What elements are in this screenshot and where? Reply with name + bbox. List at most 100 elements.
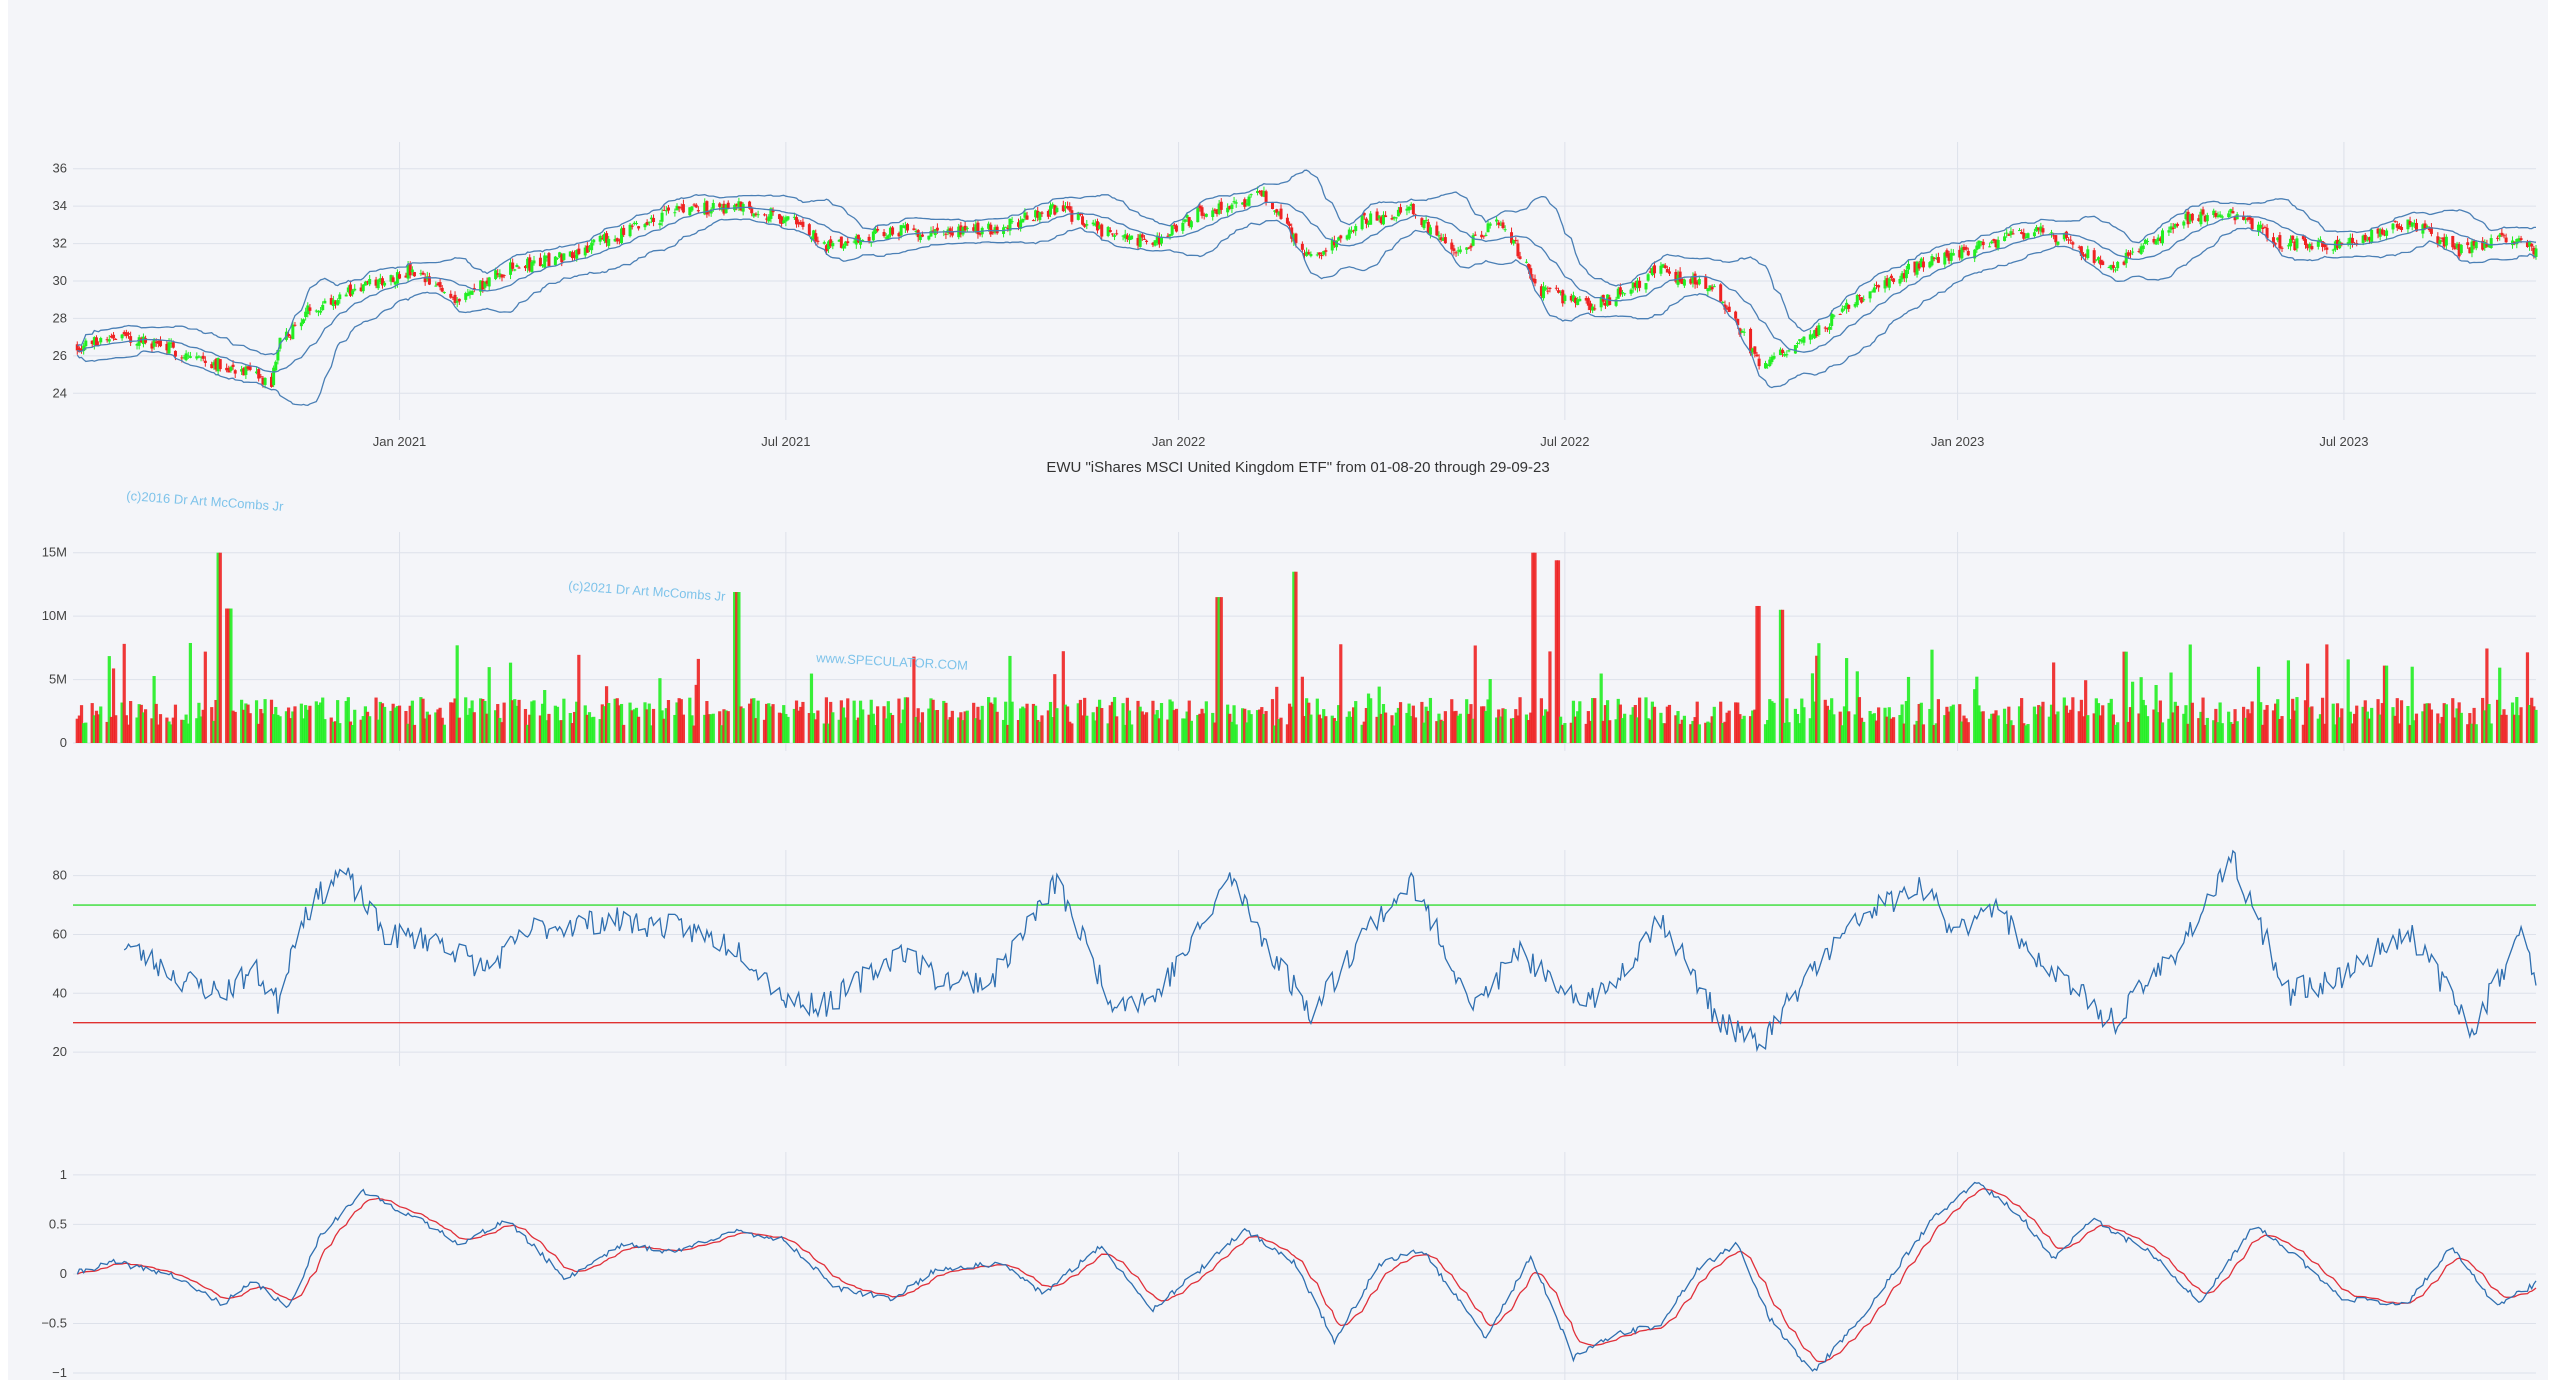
volume-bar — [2380, 703, 2384, 743]
volume-bar — [2513, 714, 2517, 743]
candle-body — [666, 207, 670, 211]
volume-bar — [1285, 724, 1290, 743]
candle-body — [404, 275, 408, 278]
volume-bar — [1202, 713, 1206, 743]
volume-bar — [1245, 722, 1249, 743]
candle-body — [1488, 223, 1492, 226]
volume-bar — [453, 698, 457, 743]
volume-bar — [722, 709, 726, 743]
candle-body — [1066, 206, 1070, 209]
candle-body — [1480, 234, 1484, 238]
candle-body — [841, 245, 845, 249]
candle-body — [989, 224, 993, 235]
volume-bar — [1232, 705, 1236, 743]
candle-body — [2316, 240, 2320, 247]
volume-bar — [109, 716, 114, 743]
volume-bar — [2410, 666, 2414, 743]
bollinger-middle-line — [77, 201, 2537, 373]
volume-bar — [1234, 724, 1238, 743]
volume-bar — [1979, 711, 1983, 743]
volume-bar — [436, 709, 440, 743]
volume-bar — [2167, 718, 2171, 743]
volume-bar — [1601, 720, 1605, 743]
candle-body — [1785, 354, 1789, 356]
volume-bar — [1287, 703, 1292, 743]
candle-body — [807, 224, 811, 236]
candle-body — [1347, 229, 1351, 239]
volume-bar — [726, 711, 730, 743]
candle-body — [2451, 235, 2455, 248]
volume-bar — [1934, 723, 1938, 743]
candle-body — [2190, 213, 2194, 221]
candle-body — [2414, 222, 2418, 232]
volume-bar — [1046, 710, 1050, 743]
volume-bar — [481, 699, 485, 743]
candle-body — [1471, 235, 1475, 246]
volume-bar — [2009, 720, 2013, 743]
volume-bar — [929, 698, 933, 743]
volume-bar — [1053, 674, 1057, 743]
volume-bar — [1140, 711, 1144, 743]
candle-body — [882, 232, 886, 237]
volume-bar — [2363, 700, 2367, 743]
candle-body — [2116, 261, 2120, 269]
candle-body — [950, 231, 954, 236]
candle-body — [1484, 234, 1488, 236]
volume-bar — [210, 707, 214, 743]
candle-body — [269, 376, 273, 387]
volume-bar — [457, 717, 461, 743]
candle-body — [1599, 297, 1603, 308]
volume-bar — [244, 703, 248, 743]
volume-bar — [989, 702, 993, 743]
bollinger-lower-line — [76, 218, 2537, 406]
candle-body — [1977, 240, 1981, 249]
candle-body — [2361, 235, 2365, 243]
candle-body — [126, 333, 130, 335]
volume-bar — [1270, 699, 1275, 743]
candle-body — [2257, 224, 2261, 232]
candle-body — [1887, 278, 1891, 288]
volume-bar — [511, 700, 515, 743]
candle-body — [617, 239, 621, 241]
volume-bar — [1083, 697, 1087, 743]
candle-body — [888, 227, 892, 236]
candle-body — [1202, 214, 1206, 216]
volume-bar — [2235, 721, 2239, 743]
candle-body — [726, 202, 730, 209]
volume-bar — [754, 718, 758, 743]
candle-body — [859, 240, 863, 245]
volume-bar — [126, 724, 131, 743]
candle-body — [2052, 235, 2056, 237]
volume-bar — [2056, 711, 2060, 743]
candle-body — [1115, 233, 1119, 235]
volume-bar — [376, 719, 380, 743]
candle-body — [1847, 304, 1851, 309]
candle-body — [993, 227, 997, 233]
candle-body — [1456, 250, 1460, 252]
volume-bar — [1800, 698, 1804, 743]
candle-body — [408, 264, 412, 276]
candle-body — [129, 336, 133, 343]
volume-bar — [2532, 706, 2536, 743]
volume-bar — [180, 719, 184, 743]
volume-bar — [575, 701, 579, 743]
candle-body — [197, 356, 201, 358]
candle-body — [2186, 211, 2190, 225]
volume-bar — [368, 716, 372, 743]
candle-body — [961, 227, 965, 235]
candle-body — [1712, 286, 1716, 288]
candle-body — [1138, 234, 1142, 247]
volume-bar — [1808, 718, 1812, 743]
candle-body — [784, 217, 788, 222]
volume-bar — [1977, 705, 1981, 743]
candle-body — [1153, 240, 1157, 246]
volume-bar — [182, 719, 186, 743]
volume-bar — [771, 704, 775, 743]
candle-body — [289, 336, 293, 338]
volume-bar — [905, 697, 910, 743]
volume-bar — [2171, 712, 2175, 743]
volume-bar — [1710, 716, 1714, 743]
volume-bar — [2017, 706, 2022, 743]
volume-bar — [2316, 718, 2320, 743]
volume-bar — [1898, 715, 1902, 743]
